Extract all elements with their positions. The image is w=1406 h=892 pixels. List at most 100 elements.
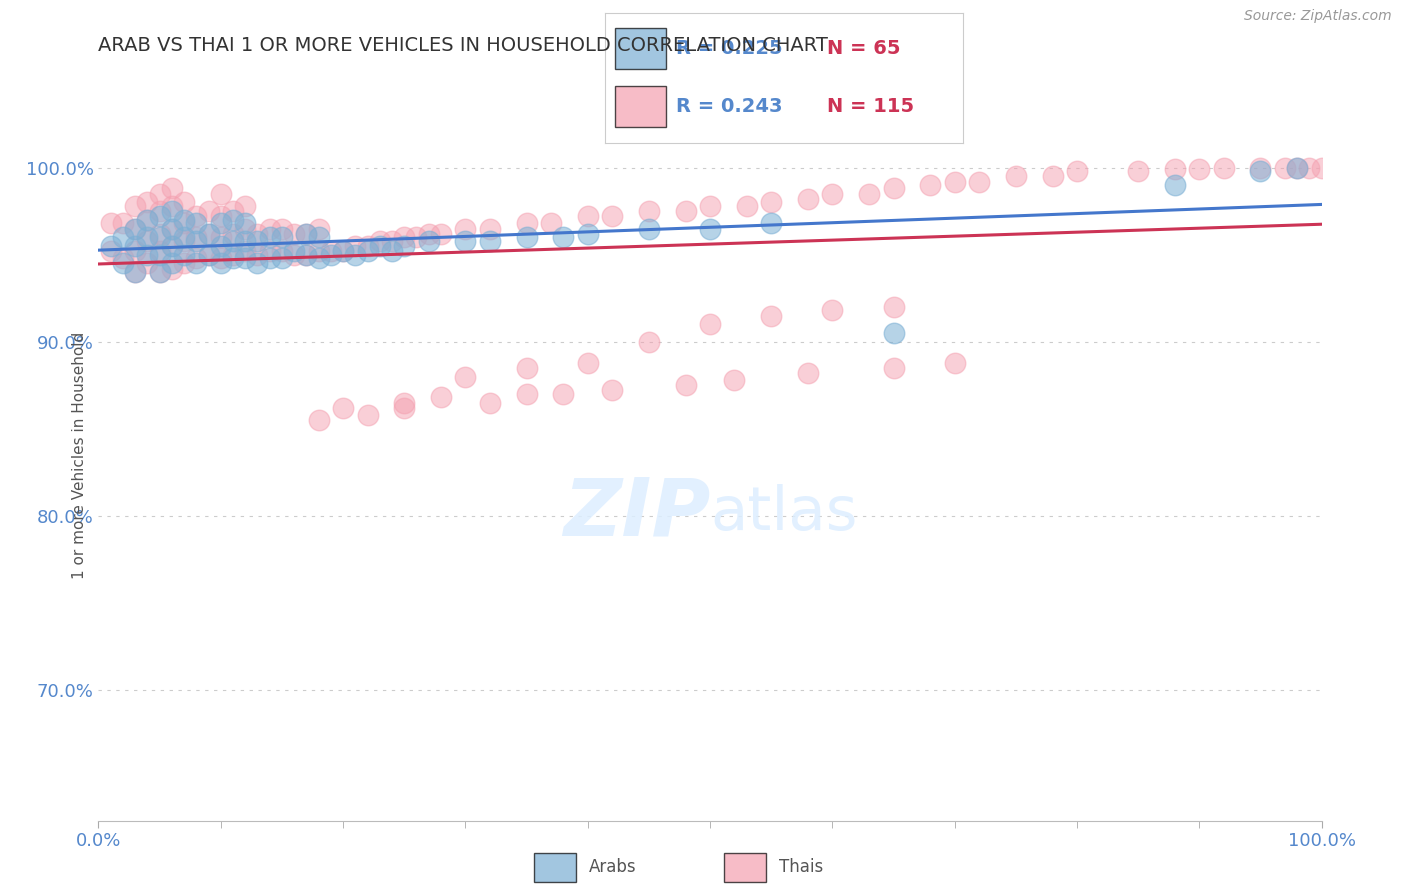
Point [173,216,195,230]
Point [124,265,146,279]
Point [259,251,281,265]
Point [270,244,294,259]
Point [173,212,195,227]
Point [515,230,537,244]
Point [209,186,232,201]
Point [308,221,330,235]
Point [149,227,172,241]
Text: Arabs: Arabs [589,858,637,877]
Point [233,221,256,235]
Point [136,256,159,270]
Point [344,247,367,261]
Point [124,239,146,253]
Point [1004,169,1026,184]
Point [699,221,721,235]
Point [418,234,440,248]
Point [1249,161,1271,175]
Point [209,230,232,244]
Point [111,256,134,270]
Point [1286,161,1309,175]
Point [600,384,623,398]
Point [124,265,146,279]
Point [761,216,783,230]
Point [246,247,269,261]
Point [233,244,256,259]
Point [392,401,416,415]
Point [209,216,232,230]
Point [100,239,122,253]
Point [418,227,440,241]
Point [186,256,208,270]
Point [209,256,232,270]
Point [149,230,172,244]
Point [943,174,966,188]
Point [295,247,318,261]
Point [173,256,195,270]
Point [222,247,245,261]
Point [1274,161,1296,175]
Point [723,373,745,387]
Point [356,408,378,422]
Point [454,369,477,384]
Point [100,244,122,259]
Point [149,247,172,261]
Point [270,221,294,235]
Point [515,387,537,401]
Point [478,395,501,409]
Point [149,186,172,201]
Point [100,216,122,230]
Point [283,247,305,261]
Point [136,234,159,248]
Point [222,234,245,248]
Point [197,247,219,261]
Point [381,244,404,259]
Point [699,199,721,213]
Point [515,216,537,230]
Point [1298,161,1320,175]
Point [920,178,942,192]
Point [111,251,134,265]
Point [233,199,256,213]
Point [883,300,905,314]
Point [173,230,195,244]
Point [478,234,501,248]
Point [515,360,537,375]
Point [149,244,172,259]
Point [576,210,599,224]
Point [576,356,599,370]
Point [308,251,330,265]
Point [160,221,183,235]
Point [821,303,844,318]
Point [454,234,477,248]
FancyBboxPatch shape [616,86,665,128]
Point [638,334,661,349]
Point [308,230,330,244]
Point [186,251,208,265]
Point [883,360,905,375]
Point [136,212,159,227]
Point [270,251,294,265]
Point [233,216,256,230]
Point [761,309,783,323]
Point [638,221,661,235]
Point [553,387,575,401]
Point [186,234,208,248]
Point [160,239,183,253]
Point [332,244,354,259]
Point [967,174,990,188]
Point [295,247,318,261]
Point [111,230,134,244]
Point [1310,161,1333,175]
Point [699,318,721,332]
Text: Thais: Thais [779,858,823,877]
Point [405,230,427,244]
Point [308,244,330,259]
Point [638,204,661,219]
Point [270,230,294,244]
Point [136,247,159,261]
Point [368,239,391,253]
Point [1164,178,1187,192]
Point [246,234,269,248]
Point [883,326,905,340]
Point [209,251,232,265]
